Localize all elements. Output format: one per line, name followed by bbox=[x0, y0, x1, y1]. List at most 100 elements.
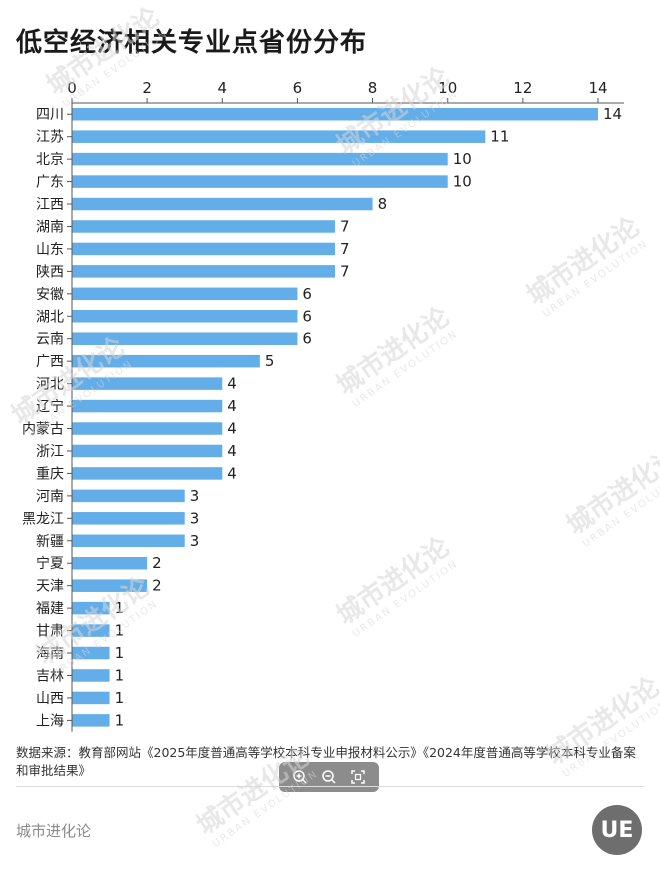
bar bbox=[72, 601, 110, 615]
bar-value-label: 10 bbox=[453, 173, 472, 191]
x-tick-label: 12 bbox=[513, 79, 532, 97]
category-label: 天津 bbox=[36, 579, 64, 595]
bar bbox=[72, 242, 335, 256]
bar-value-label: 7 bbox=[340, 240, 350, 258]
bar-value-label: 4 bbox=[227, 420, 237, 438]
bar bbox=[72, 354, 260, 368]
bar bbox=[72, 444, 223, 458]
bar bbox=[72, 579, 148, 592]
category-label: 广东 bbox=[36, 175, 64, 191]
bar bbox=[72, 107, 598, 121]
category-label: 四川 bbox=[36, 107, 64, 123]
bar-value-label: 11 bbox=[490, 128, 509, 146]
category-label: 河南 bbox=[36, 489, 64, 505]
bar-value-label: 6 bbox=[302, 330, 312, 348]
bar bbox=[72, 310, 298, 323]
footer-divider bbox=[16, 786, 644, 787]
bar bbox=[72, 467, 223, 480]
category-label: 山西 bbox=[36, 691, 64, 707]
zoom-in-icon bbox=[292, 770, 307, 784]
bar bbox=[72, 175, 448, 188]
category-label: 江西 bbox=[36, 197, 64, 213]
zoom-out-icon bbox=[322, 770, 336, 784]
bar bbox=[72, 332, 298, 345]
category-label: 甘肃 bbox=[36, 624, 64, 640]
bar bbox=[72, 489, 185, 503]
bar-value-label: 1 bbox=[115, 666, 125, 684]
x-tick-label: 2 bbox=[142, 79, 152, 97]
fit-screen-button[interactable] bbox=[347, 766, 369, 788]
bar bbox=[72, 512, 185, 525]
zoom-in-button[interactable] bbox=[289, 766, 311, 788]
category-label: 吉林 bbox=[36, 668, 64, 684]
bar bbox=[72, 624, 110, 637]
bar-value-label: 7 bbox=[340, 262, 350, 280]
bar-value-label: 1 bbox=[115, 689, 125, 707]
image-viewer-toolbar bbox=[279, 762, 379, 792]
category-label: 新疆 bbox=[36, 534, 64, 550]
category-label: 上海 bbox=[36, 713, 64, 729]
bar-value-label: 6 bbox=[302, 307, 312, 325]
data-source-note: 数据来源：教育部网站《2025年度普通高等学校本科专业申报材料公示》《2024年… bbox=[16, 745, 636, 778]
bar-value-label: 6 bbox=[302, 285, 312, 303]
bar-value-label: 7 bbox=[340, 217, 350, 235]
bar-value-label: 3 bbox=[190, 532, 200, 550]
category-label: 福建 bbox=[36, 601, 64, 617]
category-label: 云南 bbox=[36, 332, 64, 348]
bar-value-label: 4 bbox=[227, 464, 237, 482]
x-tick-label: 8 bbox=[368, 79, 378, 97]
brand-logo-text: UE bbox=[600, 817, 634, 843]
category-label: 山东 bbox=[36, 242, 64, 258]
bar-value-label: 1 bbox=[115, 644, 125, 662]
bar bbox=[72, 422, 223, 435]
bar bbox=[72, 265, 335, 278]
fit-screen-icon bbox=[351, 770, 366, 784]
category-label: 北京 bbox=[36, 152, 64, 168]
bar bbox=[72, 197, 373, 211]
bar-value-label: 8 bbox=[378, 195, 388, 213]
x-tick-label: 6 bbox=[293, 79, 303, 97]
zoom-out-button[interactable] bbox=[318, 766, 340, 788]
category-label: 内蒙古 bbox=[22, 422, 64, 438]
bar bbox=[72, 399, 223, 413]
bar-value-label: 4 bbox=[227, 397, 237, 415]
bar bbox=[72, 220, 335, 233]
category-label: 河北 bbox=[36, 377, 64, 393]
category-label: 陕西 bbox=[36, 264, 64, 280]
bar-value-label: 4 bbox=[227, 375, 237, 393]
bar bbox=[72, 714, 110, 727]
bar-value-label: 1 bbox=[115, 622, 125, 640]
category-label: 湖北 bbox=[36, 309, 64, 325]
bar bbox=[72, 691, 110, 705]
category-label: 湖南 bbox=[36, 219, 64, 235]
x-tick-label: 10 bbox=[438, 79, 457, 97]
bar-value-label: 2 bbox=[152, 554, 162, 572]
bar bbox=[72, 556, 148, 570]
x-tick-label: 4 bbox=[218, 79, 228, 97]
bar bbox=[72, 152, 448, 166]
bar-value-label: 4 bbox=[227, 442, 237, 460]
bar bbox=[72, 287, 298, 301]
bar-value-label: 14 bbox=[603, 105, 622, 123]
bar-value-label: 2 bbox=[152, 577, 162, 595]
bar-value-label: 10 bbox=[453, 150, 472, 168]
category-label: 广西 bbox=[36, 354, 64, 370]
x-tick-label: 14 bbox=[588, 79, 607, 97]
category-label: 重庆 bbox=[36, 466, 64, 482]
category-label: 安徽 bbox=[36, 287, 64, 303]
bar bbox=[72, 669, 110, 682]
bar bbox=[72, 130, 486, 143]
category-label: 浙江 bbox=[36, 444, 64, 460]
bar bbox=[72, 377, 223, 390]
brand-logo: UE bbox=[592, 805, 642, 855]
bar-value-label: 3 bbox=[190, 509, 200, 527]
bar-value-label: 5 bbox=[265, 352, 275, 370]
bar-value-label: 1 bbox=[115, 599, 125, 617]
bar-value-label: 3 bbox=[190, 487, 200, 505]
chart-title: 低空经济相关专业点省份分布 bbox=[16, 28, 368, 58]
category-label: 宁夏 bbox=[36, 555, 64, 572]
bar-value-label: 1 bbox=[115, 711, 125, 729]
category-label: 江苏 bbox=[36, 130, 64, 146]
category-label: 黑龙江 bbox=[22, 511, 64, 527]
